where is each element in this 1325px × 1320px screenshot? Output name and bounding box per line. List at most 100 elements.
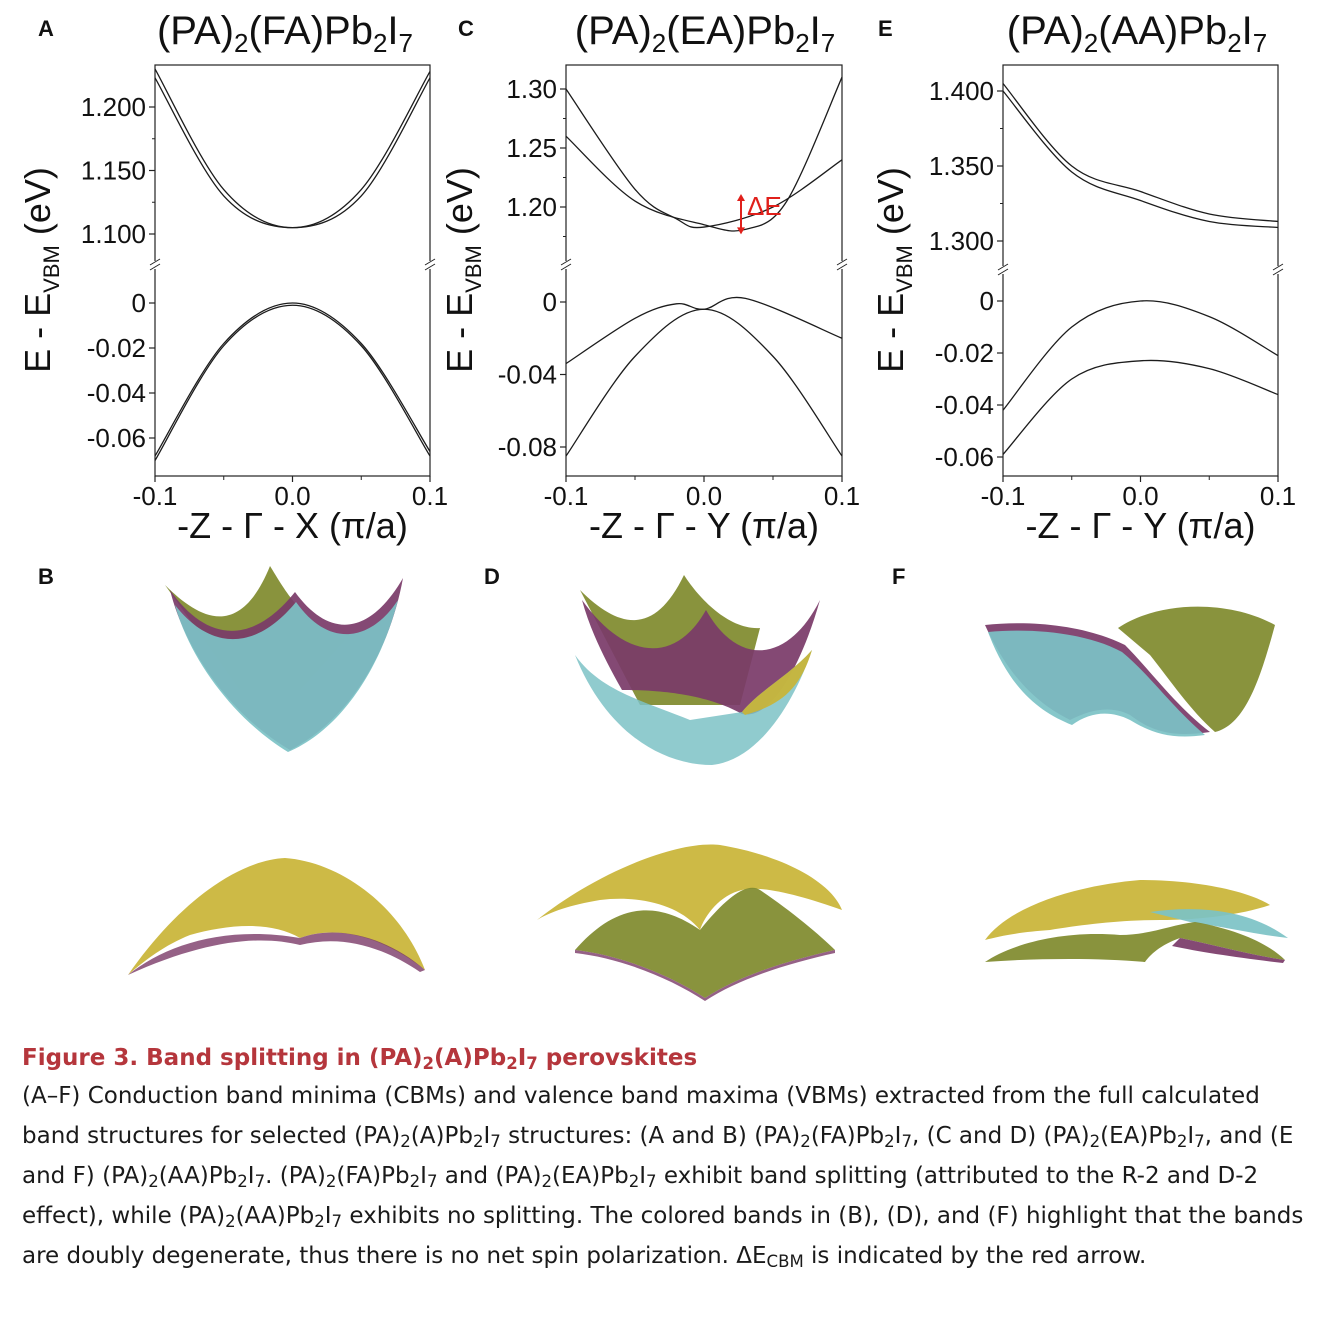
y-axis-label-E: E - EVBM (eV) xyxy=(870,167,917,373)
title-sub: 2 xyxy=(1227,28,1241,58)
band-line-E-1 xyxy=(1002,90,1279,229)
title-part: I xyxy=(387,9,398,53)
caption-title: Figure 3. Band splitting in (PA)2(A)Pb2I… xyxy=(22,1040,1312,1076)
caption-body-part-27: 2 xyxy=(409,1172,421,1192)
caption-title-part-3: 2 xyxy=(506,1054,518,1074)
surface-d-vb-olive xyxy=(575,887,835,998)
caption-body-part-13: 2 xyxy=(1089,1132,1101,1152)
y-tick-label: -0.04 xyxy=(935,390,994,420)
y-tick-label: 1.30 xyxy=(506,74,557,104)
caption-title-part-4: I xyxy=(517,1045,527,1071)
ylabel-part: E - E xyxy=(439,293,480,373)
delta-e-arrowhead-down xyxy=(737,227,745,235)
y-tick-label: -0.06 xyxy=(87,423,146,453)
y-tick-label: 1.100 xyxy=(81,219,146,249)
title-part: (PA) xyxy=(1007,9,1084,53)
axis-break-gap xyxy=(1273,266,1283,274)
ylabel-part: E - E xyxy=(17,293,58,373)
caption-body-part-38: (AA)Pb xyxy=(235,1203,315,1229)
y-axis-label-text: E - EVBM (eV) xyxy=(870,167,917,373)
caption-body-part-6: structures: (A and B) (PA) xyxy=(500,1123,801,1149)
band-line-C-1 xyxy=(565,76,843,232)
axis-break-mark xyxy=(1272,268,1284,276)
axis-break-mark xyxy=(424,263,436,271)
x-tick-label: 0.1 xyxy=(824,481,860,511)
axis-break-gap xyxy=(425,261,435,269)
x-tick-label: 0.0 xyxy=(274,481,310,511)
ylabel-sub: VBM xyxy=(39,245,64,293)
caption-body-part-15: 2 xyxy=(1176,1132,1188,1152)
caption-body-part-14: (EA)Pb xyxy=(1100,1123,1177,1149)
axis-break-mark xyxy=(997,268,1009,276)
title-part: (PA) xyxy=(157,9,234,53)
caption-body-part-18: , and (E and F) (PA) xyxy=(22,1123,1301,1189)
x-tick-label: -0.1 xyxy=(544,481,589,511)
band-line-A-0 xyxy=(154,68,431,229)
y-tick-label: -0.04 xyxy=(498,360,557,390)
plot-frame xyxy=(565,64,843,477)
caption-body-part-19: 2 xyxy=(148,1172,159,1192)
panel-letter-C: C xyxy=(458,16,474,41)
caption-body-part-44: is indicated by the red arrow. xyxy=(803,1243,1147,1269)
caption-body: (A–F) Conduction band minima (CBMs) and … xyxy=(22,1076,1312,1276)
caption-title-part-0: Band splitting in (PA) xyxy=(146,1045,423,1071)
caption-title-text: Band splitting in (PA)2(A)Pb2I7 perovski… xyxy=(146,1045,698,1074)
y-tick-label: 1.25 xyxy=(506,133,557,163)
axis-break-gap xyxy=(837,261,847,269)
ylabel-part: (eV) xyxy=(17,167,58,245)
title-part: I xyxy=(1242,9,1253,53)
band-line-C-2 xyxy=(565,296,843,365)
surface-b-vb-purple xyxy=(128,932,425,975)
x-axis-label-E: -Z - Γ - Y (π/a) xyxy=(1026,505,1256,546)
surface-d-cb-yellow xyxy=(742,650,812,715)
surface-b-vb-yellow xyxy=(128,858,425,975)
caption-body-part-9: 2 xyxy=(884,1132,895,1152)
caption-body-part-22: I xyxy=(247,1163,255,1189)
plot-frame xyxy=(1002,64,1279,477)
caption-body-part-16: I xyxy=(1187,1123,1195,1149)
title-sub: 2 xyxy=(652,28,666,58)
caption-title-part-1: 2 xyxy=(422,1054,435,1074)
panel-A: A (PA)2(FA)Pb2I71.2001.1501.1000-0.02-0.0… xyxy=(17,9,448,546)
caption-body-part-11: 7 xyxy=(901,1132,912,1152)
y-tick-label: -0.04 xyxy=(87,378,146,408)
axis-break-mark xyxy=(836,263,848,271)
band-line-E-2 xyxy=(1002,300,1279,411)
surface-d-cb-purple xyxy=(582,600,820,715)
band-line-A-2 xyxy=(154,302,431,457)
caption-body-part-4: I xyxy=(483,1123,491,1149)
surface-d-vb-yellow xyxy=(537,844,842,930)
axis-break-gap xyxy=(561,261,571,269)
panel-title-A: (PA)2(FA)Pb2I7 xyxy=(157,9,413,58)
surface-b-cb-cyan xyxy=(175,600,398,752)
y-tick-label: 1.300 xyxy=(929,226,994,256)
caption-body-part-12: , (C and D) (PA) xyxy=(911,1123,1090,1149)
y-axis-label-text: E - EVBM (eV) xyxy=(17,167,64,373)
ylabel-part: E - E xyxy=(870,293,911,373)
title-part: I xyxy=(810,9,821,53)
y-tick-label: 1.150 xyxy=(81,156,146,186)
caption-body-part-29: 7 xyxy=(426,1172,438,1192)
surface-f-vb-yellow xyxy=(985,880,1270,940)
axis-break-mark xyxy=(1272,263,1284,271)
x-tick-label: 0.1 xyxy=(1260,481,1296,511)
band-line-C-0 xyxy=(565,88,843,229)
axis-break-mark xyxy=(149,258,161,266)
panel-title-E: (PA)2(AA)Pb2I7 xyxy=(1007,9,1268,58)
caption-title-part-6: perovskites xyxy=(537,1045,698,1071)
y-tick-label: -0.06 xyxy=(935,442,994,472)
caption-body-part-17: 7 xyxy=(1194,1132,1205,1152)
caption-body-part-8: (FA)Pb xyxy=(810,1123,885,1149)
title-part: (FA)Pb xyxy=(248,9,372,53)
panel-letter-E: E xyxy=(878,16,893,41)
caption-body-part-26: (FA)Pb xyxy=(336,1163,410,1189)
caption-body-part-42: exhibits no splitting. The colored bands… xyxy=(22,1203,1311,1269)
panel-letter-A: A xyxy=(38,16,54,41)
y-tick-label: 1.200 xyxy=(81,92,146,122)
caption-body-part-7: 2 xyxy=(800,1132,811,1152)
caption-body-part-23: 7 xyxy=(254,1172,266,1192)
delta-e-arrowhead-up xyxy=(737,194,745,201)
band-line-A-3 xyxy=(154,304,431,461)
ylabel-sub: VBM xyxy=(892,245,917,293)
caption-body-part-5: 7 xyxy=(490,1132,501,1152)
